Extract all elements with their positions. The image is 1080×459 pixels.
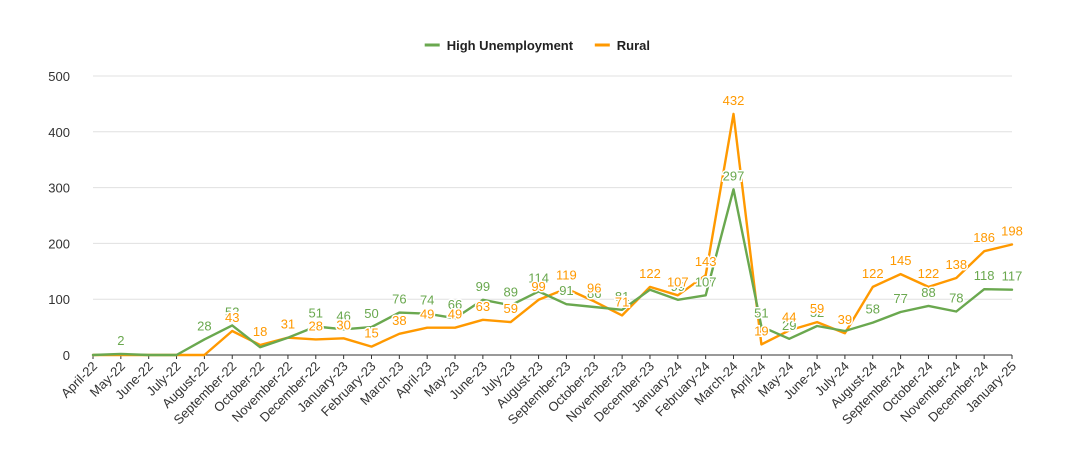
data-label-rural: 28 [309,318,323,333]
data-label-rural: 39 [838,312,852,327]
data-label-rural: 38 [392,313,406,328]
data-label-rural: 43 [225,310,239,325]
data-label-high-unemployment: 91 [559,283,573,298]
legend: High Unemployment Rural [424,38,650,53]
data-label-high-unemployment: 58 [866,302,880,317]
data-label-high-unemployment: 88 [921,285,935,300]
data-label-rural: 145 [890,253,912,268]
data-label-high-unemployment: 51 [754,306,768,321]
data-label-high-unemployment: 118 [974,268,995,283]
data-label-rural: 122 [918,266,940,281]
data-label-rural: 31 [281,317,295,332]
data-label-rural: 107 [667,274,689,289]
data-label-rural: 99 [531,279,545,294]
data-label-high-unemployment: 2 [117,333,124,348]
data-label-rural: 122 [639,266,661,281]
data-label-high-unemployment: 50 [364,306,378,321]
y-tick-label: 0 [63,348,70,363]
data-label-rural: 49 [448,307,462,322]
data-label-rural: 71 [615,294,629,309]
data-label-rural: 198 [1001,224,1023,239]
data-label-high-unemployment: 28 [197,318,211,333]
legend-label-high-unemployment: High Unemployment [447,38,574,53]
data-label-rural: 59 [810,301,824,316]
data-label-rural: 186 [973,230,995,245]
data-label-rural: 432 [723,93,745,108]
data-label-rural: 18 [253,324,267,339]
data-label-rural: 44 [782,309,796,324]
data-label-rural: 59 [503,301,517,316]
legend-label-rural: Rural [617,38,650,53]
y-tick-label: 200 [48,236,70,251]
data-label-high-unemployment: 86 [587,286,601,301]
series-layer [91,112,1014,357]
data-label-high-unemployment: 52 [810,305,824,320]
data-label-high-unemployment: 297 [723,168,745,183]
data-label-high-unemployment: 117 [1002,269,1023,284]
data-label-high-unemployment: 29 [782,318,796,333]
y-tick-label: 100 [48,292,70,307]
data-label-high-unemployment: 53 [225,304,239,319]
data-label-high-unemployment: 99 [476,279,490,294]
data-label-high-unemployment: 74 [420,293,434,308]
y-tick-label: 500 [48,69,70,84]
data-label-high-unemployment: 89 [503,284,517,299]
data-label-high-unemployment: 107 [695,274,717,289]
data-label-high-unemployment: 78 [949,290,963,305]
y-tick-label: 300 [48,181,70,196]
axis-layer: 0100200300400500April-22May-22June-22Jul… [48,69,1019,427]
series-line-rural [91,112,1014,357]
data-label-high-unemployment: 51 [309,306,323,321]
data-label-rural: 143 [695,254,717,269]
data-label-rural: 119 [556,268,577,283]
data-label-high-unemployment: 77 [893,291,907,306]
data-label-rural: 63 [476,299,490,314]
data-label-rural: 96 [587,280,601,295]
grid-layer [93,75,1012,300]
data-label-rural: 49 [420,307,434,322]
data-label-high-unemployment: 81 [615,289,629,304]
data-label-rural: 15 [364,326,378,341]
data-label-rural: 19 [754,323,768,338]
data-label-high-unemployment: 66 [448,297,462,312]
data-label-rural: 30 [336,317,350,332]
data-label-high-unemployment: 114 [528,270,549,285]
data-label-rural: 122 [862,266,884,281]
data-label-high-unemployment: 76 [392,292,406,307]
series-line-high-unemployment [91,188,1014,357]
data-label-rural: 138 [945,257,967,272]
data-label-high-unemployment: 99 [671,279,685,294]
data-label-high-unemployment: 46 [336,308,350,323]
y-tick-label: 400 [48,125,70,140]
